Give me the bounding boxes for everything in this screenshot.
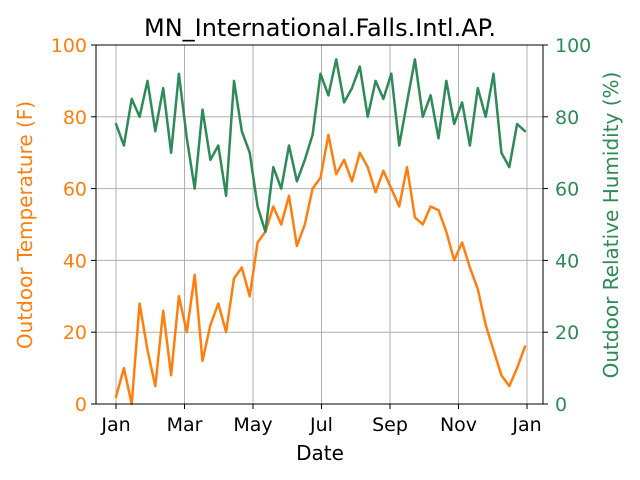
chart-title: MN_International.Falls.Intl.AP. <box>144 14 496 42</box>
y-left-tick-label: 80 <box>63 107 87 129</box>
temperature-series <box>114 133 527 406</box>
y-right-tick-label: 100 <box>555 35 591 57</box>
y-right-tick-label: 20 <box>555 322 579 344</box>
y-right-axis-label: Outdoor Relative Humidity (%) <box>599 72 623 379</box>
x-tick-label: Jul <box>309 414 333 436</box>
y-left-tick-label: 60 <box>63 179 87 201</box>
y-right-tick-label: 40 <box>555 250 579 272</box>
x-tick-label: Sep <box>372 414 408 436</box>
x-tick-label: May <box>233 414 272 436</box>
y-left-tick-label: 0 <box>75 394 87 416</box>
temperature-line <box>114 133 527 406</box>
x-axis-label: Date <box>296 441 344 465</box>
y-right-tick-label: 80 <box>555 107 579 129</box>
y-right-tick-label: 0 <box>555 394 567 416</box>
x-tick-label: Mar <box>167 414 203 436</box>
y-left-tick-label: 100 <box>51 35 87 57</box>
y-left-axis: 0 20 40 60 80 100 <box>51 35 96 416</box>
y-left-tick-label: 40 <box>63 250 87 272</box>
x-tick-label: Jan <box>511 414 541 436</box>
humidity-line <box>114 58 527 233</box>
y-right-tick-label: 60 <box>555 179 579 201</box>
x-axis: Jan Mar May Jul Sep Nov Jan <box>100 404 542 436</box>
y-left-tick-label: 20 <box>63 322 87 344</box>
humidity-series <box>114 58 527 233</box>
y-right-axis: 0 20 40 60 80 100 <box>543 35 591 416</box>
plot-frame <box>95 44 544 405</box>
y-left-axis-label: Outdoor Temperature (F) <box>13 101 37 349</box>
x-tick-label: Jan <box>100 414 130 436</box>
x-tick-label: Nov <box>440 414 477 436</box>
